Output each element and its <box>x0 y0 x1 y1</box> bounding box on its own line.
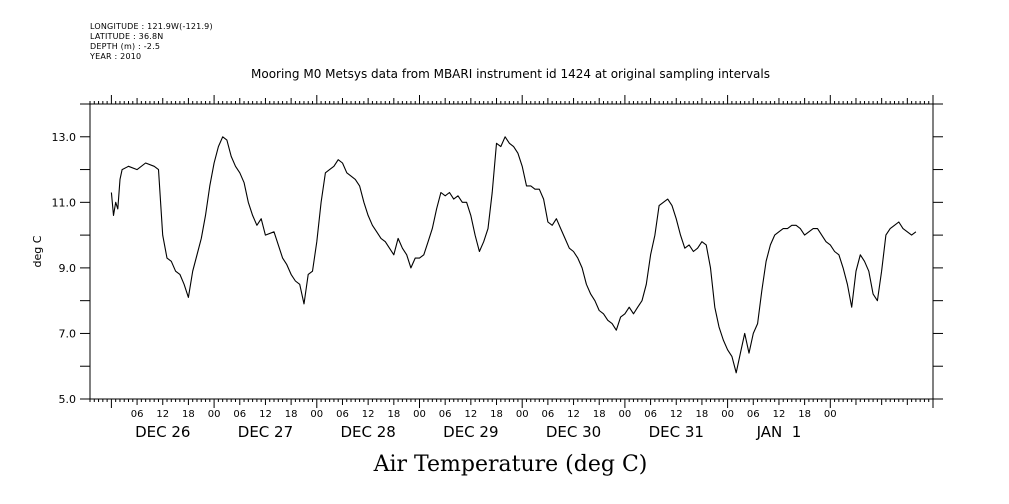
y-tick-label: 7.0 <box>59 327 77 340</box>
depth-text: DEPTH (m) : -2.5 <box>90 42 161 51</box>
x-tick-label: 06 <box>131 409 144 420</box>
x-tick-label: 18 <box>593 409 606 420</box>
x-tick-label: 00 <box>310 409 323 420</box>
year-text: YEAR : 2010 <box>90 52 142 61</box>
x-tick-label: 12 <box>567 409 580 420</box>
x-tick-label: 06 <box>644 409 657 420</box>
x-tick-label: 00 <box>824 409 837 420</box>
plot-border <box>89 103 934 400</box>
x-tick-label: 00 <box>413 409 426 420</box>
x-day-label: DEC 26 <box>135 423 190 441</box>
y-tick-label: 11.0 <box>52 196 77 209</box>
metadata-block: LONGITUDE : 121.9W(-121.9) LATITUDE : 36… <box>90 22 213 62</box>
chart-subtitle: Air Temperature (deg C) <box>373 452 648 477</box>
x-day-label: DEC 30 <box>546 423 601 441</box>
x-tick-label: 00 <box>721 409 734 420</box>
x-day-label: JAN 1 <box>756 423 802 441</box>
x-tick-label: 12 <box>773 409 786 420</box>
x-tick-label: 06 <box>336 409 349 420</box>
x-tick-label: 12 <box>156 409 169 420</box>
series-layer <box>110 136 917 374</box>
x-tick-label: 18 <box>387 409 400 420</box>
plot-frame <box>89 103 934 400</box>
x-tick-label: 18 <box>798 409 811 420</box>
x-tick-label: 18 <box>696 409 709 420</box>
x-tick-label: 00 <box>619 409 632 420</box>
x-tick-label: 12 <box>259 409 272 420</box>
x-tick-label: 12 <box>464 409 477 420</box>
latitude-text: LATITUDE : 36.8N <box>90 32 164 41</box>
y-axis-label: deg C <box>31 235 44 267</box>
x-tick-label: 00 <box>208 409 221 420</box>
series-line <box>110 136 917 374</box>
x-day-label: DEC 28 <box>340 423 395 441</box>
x-tick-label: 06 <box>439 409 452 420</box>
x-tick-label: 06 <box>747 409 760 420</box>
x-tick-label: 18 <box>490 409 503 420</box>
x-tick-label: 12 <box>362 409 375 420</box>
x-day-label: DEC 29 <box>443 423 498 441</box>
axis-labels: 06 12 18 00 06 12 18 00 06 12 18 00 06 12 18 00 06 12 18 00… <box>31 131 837 441</box>
x-tick-label: 06 <box>233 409 246 420</box>
y-tick-label: 5.0 <box>59 393 77 406</box>
longitude-text: LONGITUDE : 121.9W(-121.9) <box>90 22 213 31</box>
y-tick-label: 9.0 <box>59 262 77 275</box>
x-tick-label: 18 <box>182 409 195 420</box>
x-tick-label: 12 <box>670 409 683 420</box>
x-tick-label: 00 <box>516 409 529 420</box>
chart-title: Mooring M0 Metsys data from MBARI instru… <box>251 67 770 81</box>
x-day-label: DEC 31 <box>649 423 704 441</box>
x-tick-label: 06 <box>542 409 555 420</box>
x-tick-label: 18 <box>285 409 298 420</box>
axis-ticks <box>80 95 943 408</box>
y-tick-label: 13.0 <box>52 131 77 144</box>
x-day-label: DEC 27 <box>238 423 293 441</box>
